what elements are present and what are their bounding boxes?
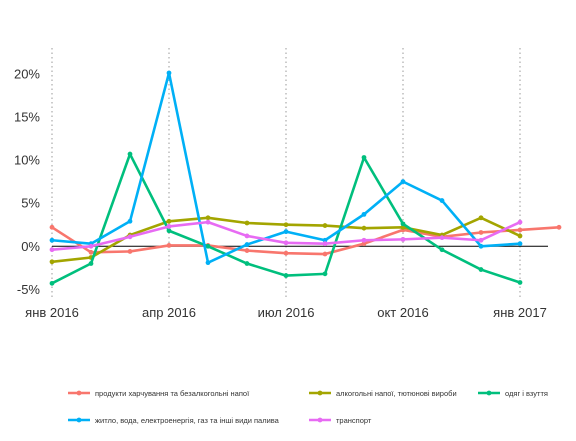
data-point (49, 259, 55, 265)
data-point (283, 222, 289, 228)
data-point (88, 261, 94, 266)
data-point (166, 218, 172, 224)
data-point (244, 242, 250, 247)
data-point (127, 218, 133, 224)
series-0 (49, 224, 562, 257)
legend-swatch-point (317, 417, 323, 423)
data-point (49, 280, 55, 286)
data-point (88, 243, 94, 249)
y-tick-label: 10% (14, 153, 40, 168)
data-point (517, 280, 523, 285)
data-point (478, 243, 484, 249)
legend-label: продукти харчування та безалкогольні нап… (95, 389, 250, 398)
data-point (49, 247, 55, 253)
series-lines (49, 70, 562, 286)
data-point (244, 261, 250, 266)
legend-label: алкогольні напої, тютюнові вироби (336, 389, 457, 398)
series-line (51, 226, 560, 256)
data-point (400, 221, 406, 227)
data-point (517, 233, 523, 239)
data-point (322, 271, 328, 277)
x-tick-label: янв 2016 (25, 305, 79, 320)
data-point (439, 235, 445, 241)
legend-label: транспорт (336, 416, 372, 425)
legend-label: одяг і взуття (505, 389, 548, 398)
data-point (517, 227, 523, 233)
x-tick-label: июл 2016 (258, 305, 315, 320)
data-point (322, 241, 328, 247)
data-point (322, 237, 328, 243)
data-point (283, 273, 289, 278)
y-tick-label: 20% (14, 66, 40, 81)
legend-swatch-point (76, 390, 82, 396)
data-point (439, 247, 445, 253)
y-tick-label: -5% (17, 282, 41, 297)
series-2 (49, 151, 523, 286)
x-tick-label: окт 2016 (377, 305, 429, 320)
data-point (127, 249, 133, 254)
data-point (49, 224, 55, 230)
y-axis: 20% 15% 10% 5% 0% -5% (14, 66, 40, 297)
legend-item: одяг і взуття (478, 389, 548, 398)
data-point (361, 211, 367, 217)
y-tick-label: 15% (14, 109, 40, 124)
data-point (478, 215, 484, 221)
data-point (361, 225, 367, 231)
data-point (205, 260, 211, 266)
data-point (556, 224, 562, 230)
data-point (361, 237, 367, 243)
data-point (400, 236, 406, 242)
x-tick-label: янв 2017 (493, 305, 547, 320)
data-point (322, 251, 328, 257)
grid-lines (51, 48, 521, 298)
legend-swatch-point (486, 390, 492, 396)
data-point (244, 233, 250, 239)
legend-label: житло, вода, електроенергія, газ та інші… (95, 416, 280, 425)
y-tick-label: 0% (21, 239, 40, 254)
data-point (205, 219, 211, 225)
data-point (439, 198, 445, 203)
data-point (205, 215, 211, 221)
data-point (478, 230, 484, 235)
data-point (49, 237, 55, 243)
data-point (361, 155, 367, 160)
data-point (478, 237, 484, 243)
data-point (127, 234, 133, 240)
legend-item: алкогольні напої, тютюнові вироби (309, 389, 457, 398)
x-tick-label: апр 2016 (142, 305, 196, 320)
data-point (127, 151, 133, 157)
data-point (283, 229, 289, 235)
data-point (166, 243, 172, 248)
data-point (244, 248, 250, 253)
legend-item: продукти харчування та безалкогольні нап… (68, 389, 250, 398)
data-point (400, 179, 406, 185)
legend-item: житло, вода, електроенергія, газ та інші… (68, 416, 280, 425)
x-axis: янв 2016 апр 2016 июл 2016 окт 2016 янв 2017 (25, 305, 547, 320)
y-tick-label: 5% (21, 196, 40, 211)
data-point (166, 70, 172, 76)
data-point (166, 224, 172, 229)
data-point (88, 249, 94, 255)
series-line (51, 71, 521, 264)
series-line (51, 152, 521, 285)
legend-item: транспорт (309, 416, 372, 425)
series-4 (49, 219, 523, 253)
data-point (517, 241, 523, 247)
data-point (283, 240, 289, 246)
data-point (517, 219, 523, 225)
data-point (205, 243, 211, 249)
data-point (166, 228, 172, 234)
data-point (361, 241, 367, 247)
data-point (322, 223, 328, 228)
data-point (478, 267, 484, 272)
legend-swatch-point (317, 390, 323, 396)
legend: продукти харчування та безалкогольні нап… (68, 389, 548, 425)
data-point (283, 250, 289, 256)
legend-swatch-point (76, 417, 82, 423)
data-point (244, 220, 250, 226)
